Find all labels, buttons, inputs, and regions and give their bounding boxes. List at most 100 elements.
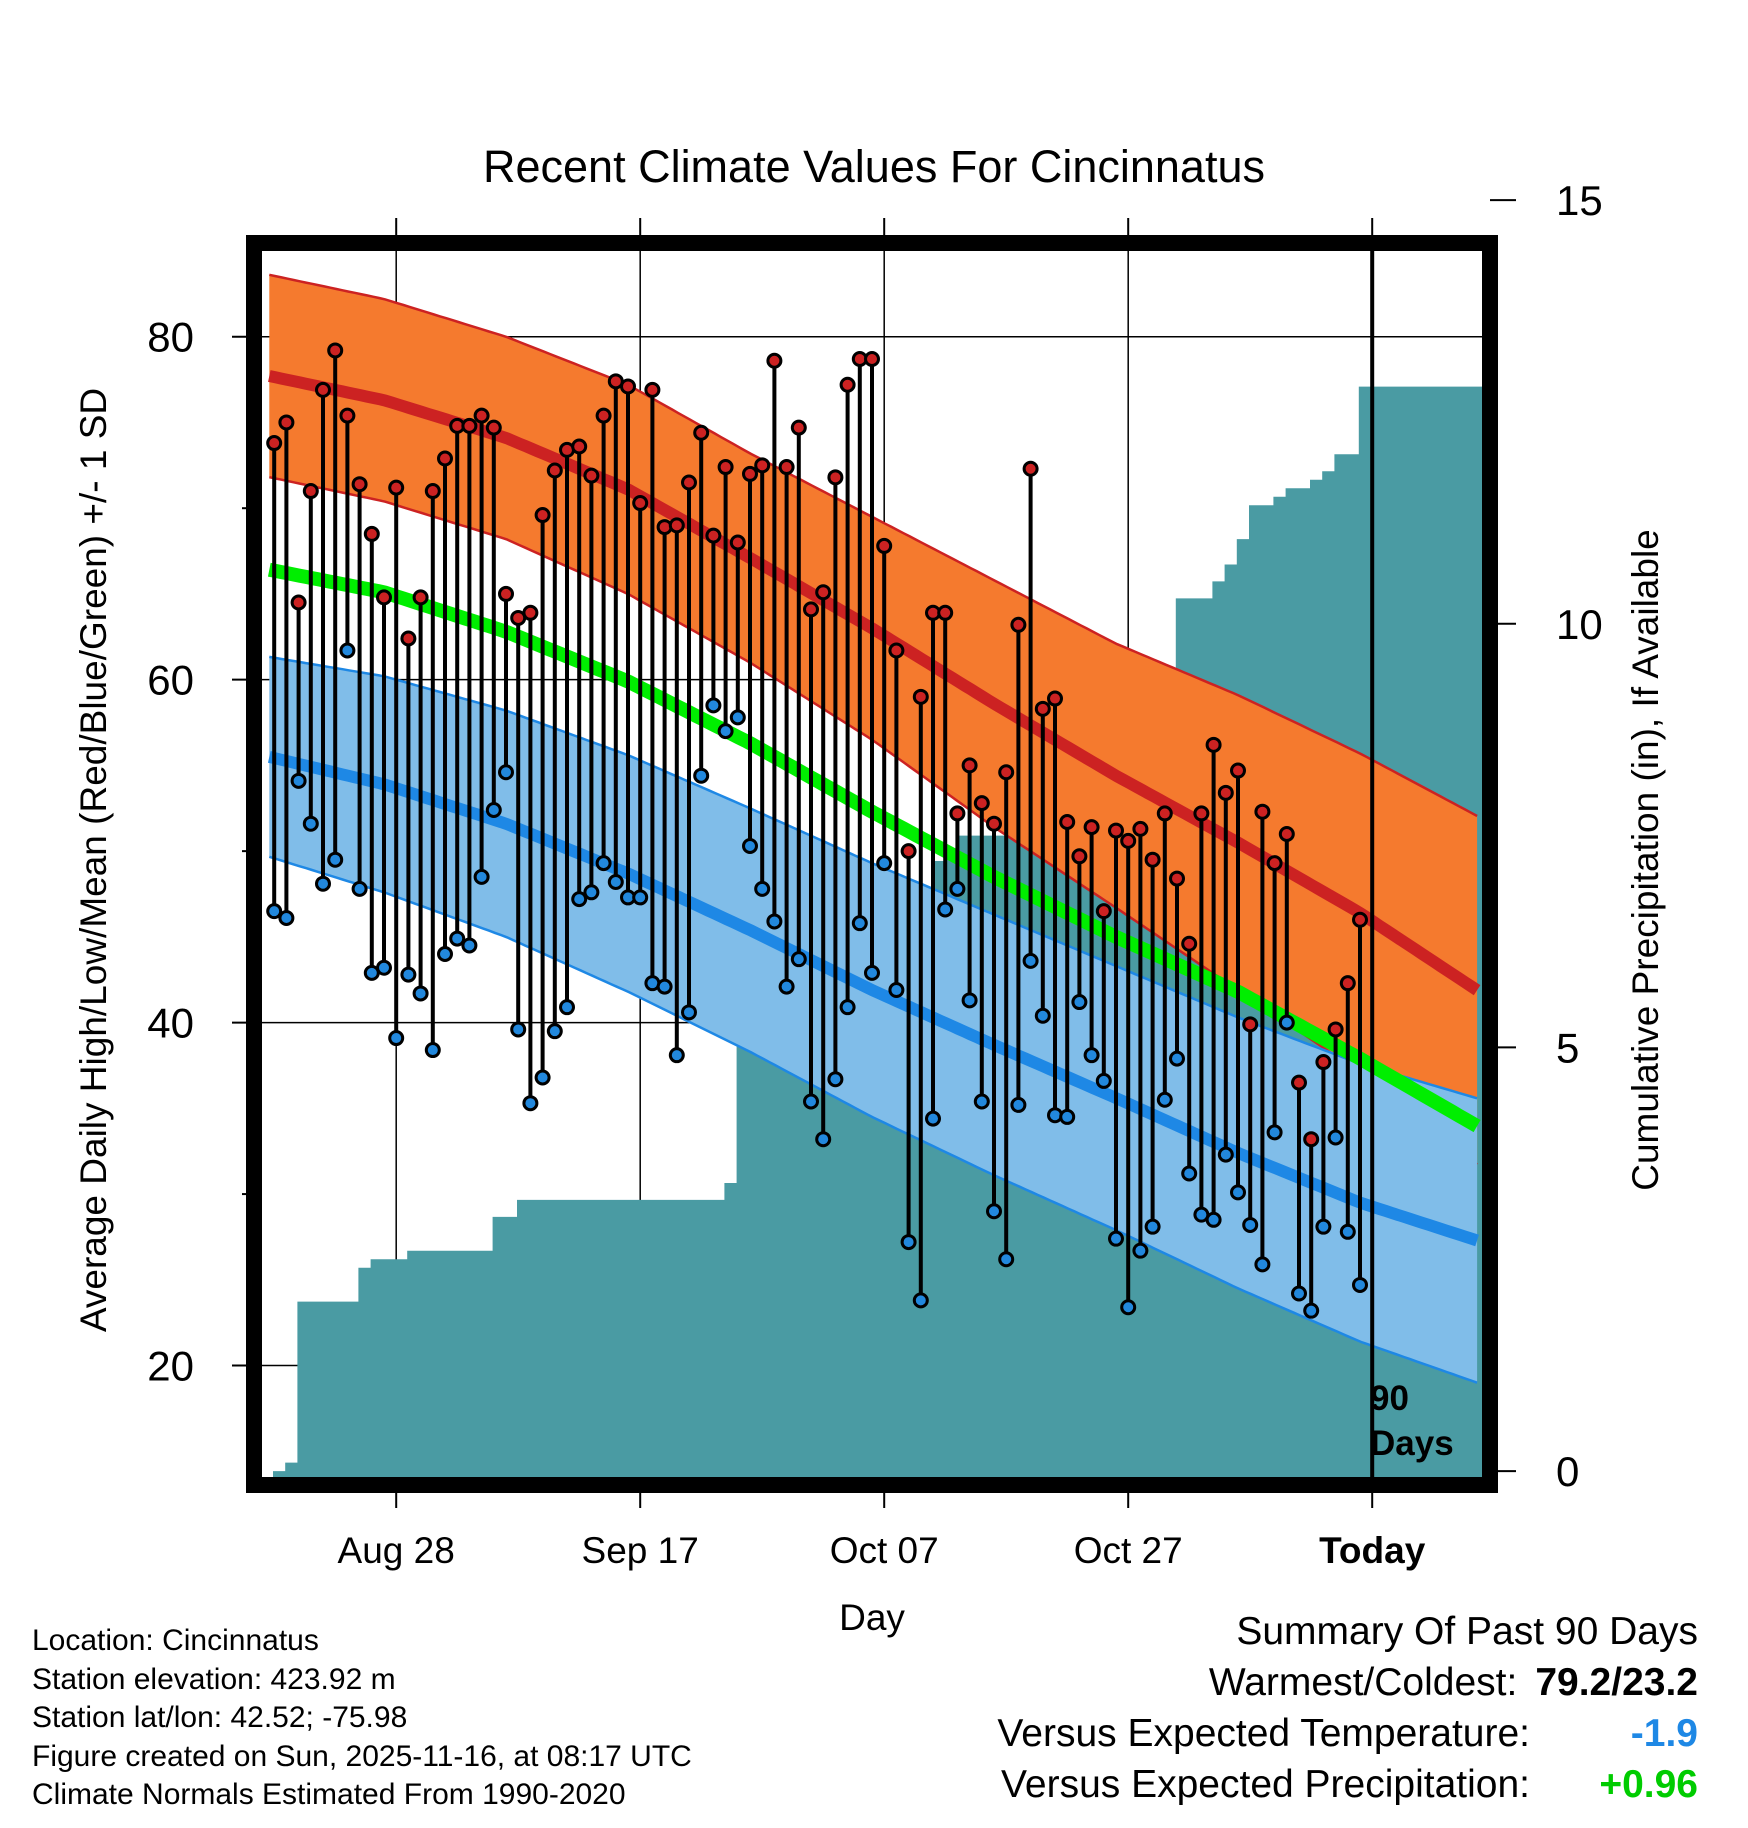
daily-low-point [595,855,612,872]
right-tick-label: 15 [1556,177,1603,224]
daily-high-point [1047,690,1063,707]
x-axis-label: Day [839,1597,905,1638]
daily-high-point [815,584,832,601]
precipitation-value: +0.96 [1599,1763,1698,1806]
daily-high-point [1181,935,1198,952]
created-text: Figure created on Sun, 2025-11-16, at 08… [32,1739,692,1773]
daily-low-point [327,851,344,868]
daily-low-point [278,910,295,927]
daily-high-point [705,527,722,544]
daily-high-point [742,465,758,482]
x-tick-label: Sep 17 [582,1530,699,1571]
daily-high-point [754,457,771,474]
summary-heading: Summary Of Past 90 Days [1236,1610,1698,1653]
daily-low-point [998,1251,1015,1268]
daily-low-point [424,1042,441,1059]
daily-high-point [571,438,588,455]
daily-high-point [363,525,380,542]
right-tick-label: 5 [1556,1024,1579,1071]
daily-high-point [1205,736,1222,753]
right-tick-label: 0 [1556,1448,1579,1495]
daily-low-point [522,1095,539,1112]
daily-low-point [1205,1211,1222,1228]
x-tick-label: Oct 07 [830,1530,939,1571]
daily-high-point [949,805,966,822]
left-tick-label: 80 [147,314,194,361]
daily-high-point [729,534,746,551]
daily-high-point [351,476,368,493]
daily-low-point [473,868,490,885]
daily-low-point [1059,1108,1076,1125]
daily-low-point [485,801,502,818]
daily-high-point [888,642,905,659]
precipitation-label: Versus Expected Precipitation: [1001,1763,1530,1806]
chart-title: Recent Climate Values For Cincinnatus [483,141,1265,192]
daily-low-point [925,1110,941,1127]
daily-high-point [1254,803,1271,820]
daily-low-point [1254,1256,1271,1273]
daily-high-point [864,351,880,368]
daily-low-point [754,880,771,897]
summary-panel: Summary Of Past 90 Days Warmest/Coldest:… [997,1606,1698,1810]
daily-high-point [1156,805,1173,822]
x-tick-label: Oct 27 [1074,1530,1183,1571]
daily-high-point [1095,903,1112,920]
daily-low-point [803,1093,819,1110]
low-sd-band [269,656,1478,1383]
daily-high-point [1144,851,1161,868]
daily-low-point [766,913,783,930]
location-text: Location: Cincinnatus [32,1624,319,1657]
daily-high-point [327,342,344,359]
daily-low-point [864,964,880,981]
daily-low-point [315,875,331,892]
daily-high-point [1108,822,1124,839]
daily-low-point [839,999,856,1016]
daily-high-point [400,630,417,647]
daily-high-point [900,843,917,860]
daily-high-point [1230,762,1246,779]
daily-high-point [498,585,514,602]
daily-high-point [546,462,563,479]
summary-row-temperature: Versus Expected Temperature: -1.9 [997,1708,1698,1759]
daily-low-point [937,901,954,918]
daily-high-point [620,378,636,395]
daily-low-point [1132,1242,1149,1259]
daily-high-point [1315,1054,1332,1071]
warmest-coldest-label: Warmest/Coldest: [1208,1661,1518,1704]
daily-low-point [351,880,368,897]
daily-low-point [912,1292,929,1309]
daily-high-point [437,450,453,467]
daily-low-point [449,930,466,947]
daily-low-point [1083,1047,1100,1064]
daily-high-point [668,517,685,534]
daily-high-point [315,381,331,398]
daily-low-point [559,999,575,1016]
today-marker-label-line2: Days [1370,1424,1454,1463]
daily-high-point [1266,855,1283,872]
daily-high-point [1034,700,1051,717]
daily-low-point [851,915,868,932]
y-axis-label-right: Cumulative Precipitation (in), If Availa… [1625,529,1666,1191]
daily-low-point [1022,952,1039,969]
daily-high-point [717,459,734,476]
daily-high-point [461,417,478,434]
daily-low-point [534,1069,551,1086]
daily-high-point [632,495,649,512]
daily-high-point [424,483,441,500]
daily-low-point [461,937,478,954]
daily-low-point [729,709,746,726]
daily-high-point [937,604,954,621]
daily-low-point [571,891,588,908]
daily-low-point [290,772,307,789]
daily-low-point [1120,1299,1137,1316]
daily-high-point [803,601,819,618]
daily-low-point [302,815,319,832]
temperature-label: Versus Expected Temperature: [997,1712,1530,1755]
right-tick-label: 10 [1556,601,1603,648]
daily-high-point [961,757,978,774]
daily-high-point [412,589,429,606]
daily-high-point [522,604,539,621]
x-tick-label: Aug 28 [338,1530,455,1571]
daily-high-point [534,507,551,524]
